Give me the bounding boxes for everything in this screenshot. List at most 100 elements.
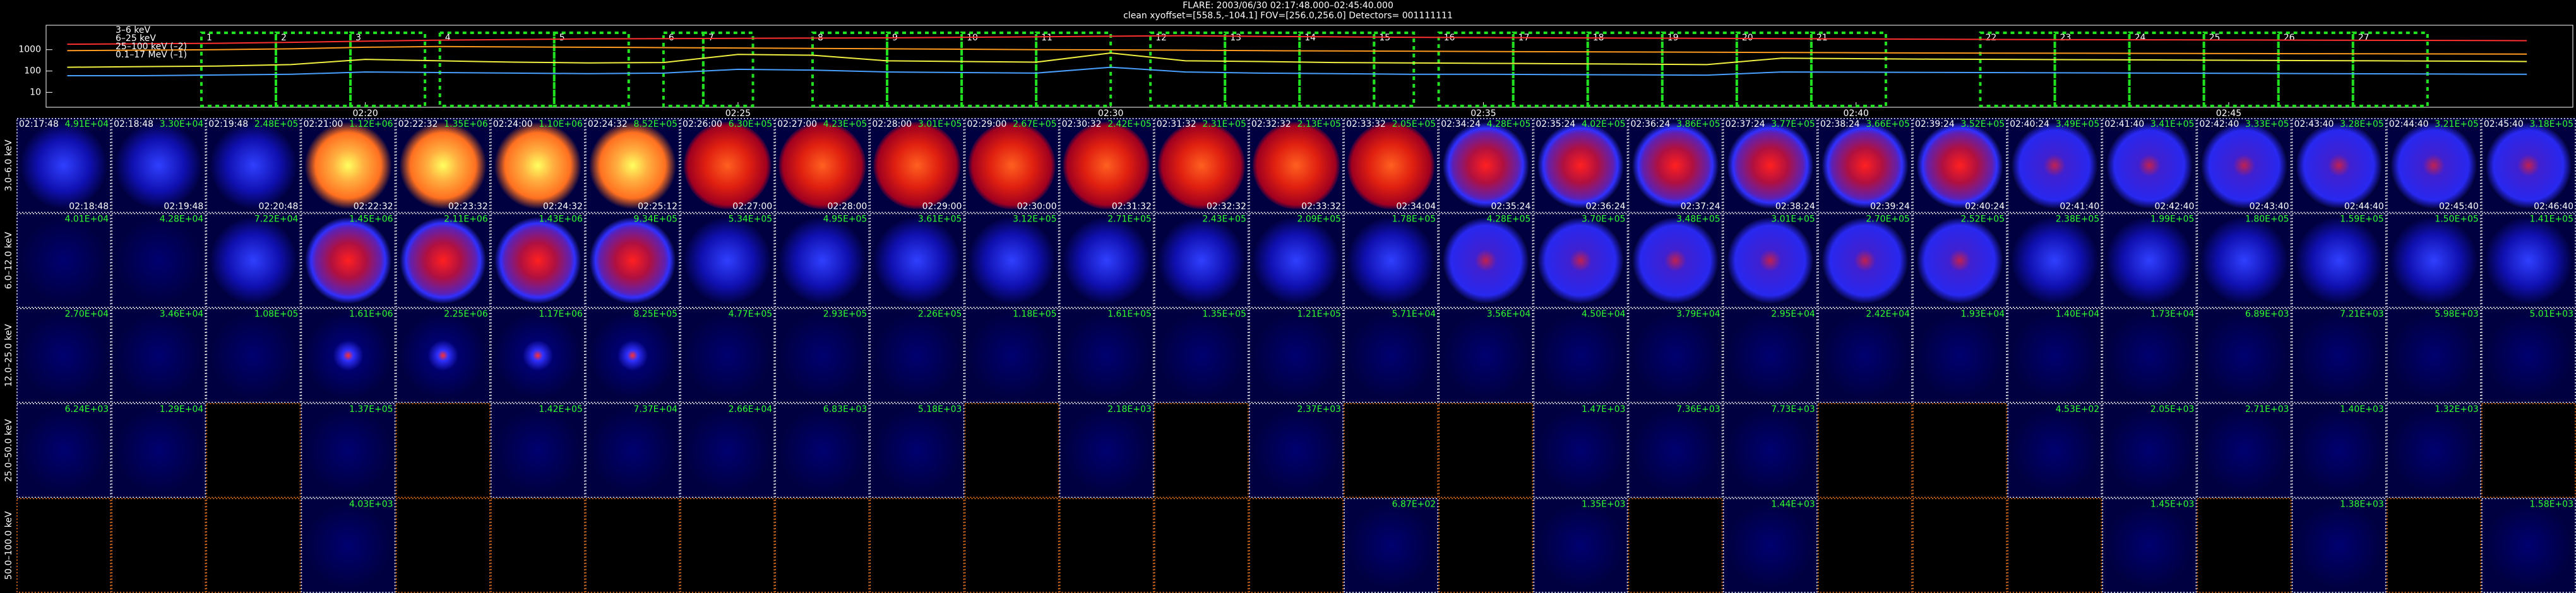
cell-border [2007, 308, 2102, 403]
row-label: 25.0–50.0 keV [4, 419, 14, 482]
cell-border [2007, 118, 2102, 213]
interval-box [1810, 32, 1887, 107]
cell-border [1722, 498, 1818, 593]
image [304, 502, 392, 589]
peak-label: 1.41E+05 [2529, 214, 2573, 225]
end-time: 02:42:40 [2155, 202, 2195, 212]
image [684, 216, 772, 305]
peak-label: 6.30E+05 [729, 119, 773, 129]
cell-border [964, 498, 1059, 593]
peak-label: 3.28E+05 [2340, 119, 2384, 129]
peak-label: 1.38E+03 [2340, 499, 2384, 509]
cell-border [16, 403, 111, 498]
interval-box [1661, 32, 1738, 107]
image [115, 122, 203, 209]
start-time: 02:42:40 [2199, 119, 2239, 129]
cell-border [111, 498, 206, 593]
cell-border [2197, 308, 2292, 403]
interval-box [552, 32, 630, 107]
image [1347, 122, 1435, 209]
image-bg [964, 498, 1059, 593]
peak-label: 2.11E+06 [444, 214, 488, 225]
cell-border [1344, 213, 1438, 308]
image [20, 312, 108, 399]
cell-border [1344, 118, 1438, 213]
interval-box [349, 32, 427, 107]
cell-border [2007, 498, 2102, 593]
end-time: 02:31:32 [1112, 202, 1152, 212]
peak-label: 4.95E+05 [823, 214, 868, 225]
peak-label: 2.13E+05 [1297, 119, 1342, 129]
cell-border [1722, 308, 1818, 403]
cell-border [395, 403, 491, 498]
y-tick-label: 10 [30, 87, 41, 97]
image [1442, 216, 1530, 305]
image [115, 406, 203, 495]
peak-label: 9.34E+05 [633, 214, 677, 225]
cell-border [206, 213, 301, 308]
cell-border [1438, 308, 1534, 403]
peak-label: 2.70E+05 [1866, 214, 1910, 225]
legend-entry: 0.1–17 MeV (–1) [116, 50, 187, 60]
peak-label: 7.73E+03 [1771, 404, 1815, 414]
cell-border [585, 308, 680, 403]
image [1063, 312, 1150, 399]
subtitle: clean xyoffset=[558.5,–104.1] FOV=[256.0… [1123, 11, 1453, 21]
cell-border [301, 403, 396, 498]
image [1631, 216, 1719, 305]
cell-border [1344, 308, 1438, 403]
image [2390, 216, 2478, 305]
cell-border [2102, 213, 2197, 308]
peak-label: 1.10E+06 [539, 119, 583, 129]
cell-border [2197, 498, 2292, 593]
peak-label: 1.37E+05 [349, 404, 393, 414]
interval-label: 23 [2060, 33, 2072, 43]
end-time: 02:30:00 [1017, 202, 1057, 212]
cell-border [1533, 308, 1628, 403]
image [1157, 216, 1245, 305]
cell-border [2102, 498, 2197, 593]
start-time: 02:28:00 [872, 119, 912, 129]
end-time: 02:39:24 [1870, 202, 1910, 212]
image [1631, 122, 1719, 209]
image [778, 122, 866, 209]
peak-label: 2.71E+03 [2245, 404, 2289, 414]
peak-label: 4.03E+03 [349, 499, 393, 509]
peak-label: 1.80E+05 [2245, 214, 2289, 225]
row-label: 12.0–25.0 keV [4, 324, 14, 387]
image-bg [1912, 498, 2008, 593]
x-tick-label: 02:40 [1844, 109, 1869, 119]
cell-border [1722, 403, 1818, 498]
peak-label: 2.05E+05 [1392, 119, 1436, 129]
cell-border [2481, 118, 2576, 213]
image-bg [395, 402, 491, 498]
cell-border [585, 213, 680, 308]
interval-label: 3 [355, 33, 361, 43]
peak-label: 1.50E+05 [2435, 214, 2479, 225]
peak-label: 3.41E+05 [2150, 119, 2195, 129]
start-time: 02:32:32 [1251, 119, 1291, 129]
interval-label: 13 [1230, 33, 1241, 43]
peak-label: 1.40E+03 [2340, 404, 2384, 414]
cell-border [2102, 308, 2197, 403]
peak-label: 1.47E+03 [1582, 404, 1626, 414]
end-time: 02:20:48 [259, 202, 299, 212]
image [1347, 312, 1435, 399]
peak-label: 1.40E+04 [2056, 309, 2100, 319]
row-label: 6.0–12.0 keV [4, 232, 14, 289]
peak-label: 6.87E+02 [1392, 499, 1436, 509]
cell-border [1533, 118, 1628, 213]
peak-label: 4.77E+05 [729, 309, 773, 319]
image [1252, 122, 1340, 209]
peak-label: 1.18E+05 [1013, 309, 1057, 319]
peak-label: 3.12E+05 [1013, 214, 1057, 225]
cell-border [1628, 213, 1723, 308]
image [2295, 216, 2383, 305]
peak-label: 7.36E+03 [1676, 404, 1720, 414]
cell-border [2386, 118, 2481, 213]
cell-border [775, 213, 870, 308]
cell-border [964, 403, 1059, 498]
image-bg [775, 498, 870, 593]
peak-label: 1.42E+05 [539, 404, 583, 414]
image [210, 312, 297, 399]
